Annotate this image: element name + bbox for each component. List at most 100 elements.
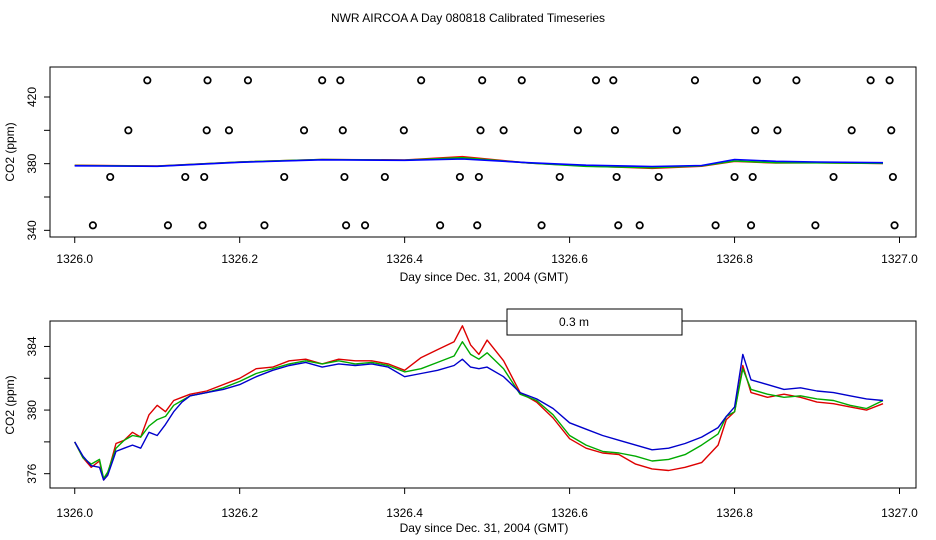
calibration-point [163,221,172,230]
calibration-point [555,172,564,182]
top-panel-frame [49,66,917,238]
bottom-panel-frame [49,320,917,489]
calibration-point [748,172,757,182]
calibration-point [143,76,152,85]
top-panel-series [74,155,884,170]
top-panel-y-axis: 340 380 420 [25,87,50,240]
bottom-series-blue [74,353,884,481]
calibration-point [342,221,351,230]
bottom-panel-series [74,325,884,481]
calibration-point [318,76,327,85]
calibration-point [672,126,681,135]
calibration-point [610,126,620,135]
top-x-tick-label: 1327.0 [881,252,918,266]
calibration-point [455,172,464,182]
bottom-x-tick-label: 1326.4 [386,506,423,520]
bottom-x-tick-label: 1327.0 [881,506,918,520]
calibration-point [473,221,482,230]
calibration-point [890,221,899,230]
calibration-point [478,76,487,85]
calibration-point [181,172,190,182]
bottom-x-tick-label: 1326.2 [221,506,258,520]
calibration-point [746,221,756,230]
top-panel-xlabel: Day since Dec. 31, 2004 (GMT) [400,270,569,284]
calibration-point [792,76,801,85]
calibration-point [243,76,252,85]
calibration-point [654,172,663,182]
top-panel-x-axis: 1326.0 1326.2 1326.4 1326.6 1326.8 1327.0 [56,237,918,266]
figure-title: NWR AIRCOA A Day 080818 Calibrated Times… [331,11,605,25]
bottom-x-tick-label: 1326.0 [56,506,93,520]
legend-label: 0.3 m [559,315,589,329]
bottom-panel-xlabel: Day since Dec. 31, 2004 (GMT) [400,521,569,535]
legend: 0.3 m [506,308,683,336]
bottom-panel: 0.3 m 1326.0 1326.2 1326.4 1326.6 1326.8 1327… [3,308,918,535]
calibration-point [591,76,601,85]
calibration-point [690,76,700,85]
calibration-point [399,126,408,135]
calibration-point [336,76,345,85]
calibration-point [887,126,896,135]
calibration-point [106,172,115,182]
top-x-tick-label: 1326.0 [56,252,93,266]
bottom-panel-y-axis: 376 380 384 [25,336,50,484]
calibration-point [200,172,209,182]
calibration-point [517,76,526,85]
calibration-point [614,221,623,230]
calibration-point [88,221,97,230]
calibration-point [811,221,820,230]
calibration-point [202,126,211,135]
calibration-point [751,126,760,135]
calibration-point [730,172,739,182]
calibration-point [635,221,644,230]
top-panel-calibration-points [88,76,899,230]
bottom-series-red [74,325,884,481]
bottom-series-green [74,341,884,480]
bottom-y-tick-label: 384 [25,336,39,356]
bottom-panel-ylabel: CO2 (ppm) [3,375,17,434]
bottom-y-tick-label: 380 [25,400,39,420]
top-y-tick-label: 340 [25,220,39,240]
calibration-point [338,126,347,135]
top-x-tick-label: 1326.2 [221,252,258,266]
top-x-tick-label: 1326.4 [386,252,423,266]
calibration-point [380,172,389,182]
calibration-point [224,126,234,135]
calibration-point [436,221,445,230]
calibration-point [752,76,761,85]
calibration-point [340,172,349,182]
calibration-point [866,76,875,85]
bottom-x-tick-label: 1326.8 [716,506,753,520]
calibration-point [476,126,485,135]
calibration-point [361,221,370,230]
calibration-point [260,221,269,230]
top-series-blue [74,158,884,168]
calibration-point [885,76,894,85]
top-y-tick-label: 420 [25,87,39,107]
bottom-y-tick-label: 376 [25,463,39,483]
calibration-point [773,126,782,135]
calibration-point [124,126,133,135]
calibration-point [829,172,838,182]
top-x-tick-label: 1326.6 [551,252,588,266]
calibration-point [888,172,897,182]
bottom-x-tick-label: 1326.6 [551,506,588,520]
calibration-point [299,126,309,135]
top-panel: 1326.0 1326.2 1326.4 1326.6 1326.8 1327.0 340… [3,66,918,284]
calibration-point [280,172,289,182]
top-x-tick-label: 1326.8 [716,252,753,266]
calibration-point [417,76,426,85]
calibration-point [573,126,582,135]
calibration-point [474,172,483,182]
calibration-point [711,221,720,230]
calibration-point [537,221,546,230]
calibration-point [612,172,621,182]
calibration-point [203,76,212,85]
top-panel-ylabel: CO2 (ppm) [3,122,17,181]
calibration-point [609,76,618,85]
bottom-panel-x-axis: 1326.0 1326.2 1326.4 1326.6 1326.8 1327.0 [56,488,918,520]
calibration-point [499,126,508,135]
legend-box [506,308,683,336]
top-y-tick-label: 380 [25,153,39,173]
